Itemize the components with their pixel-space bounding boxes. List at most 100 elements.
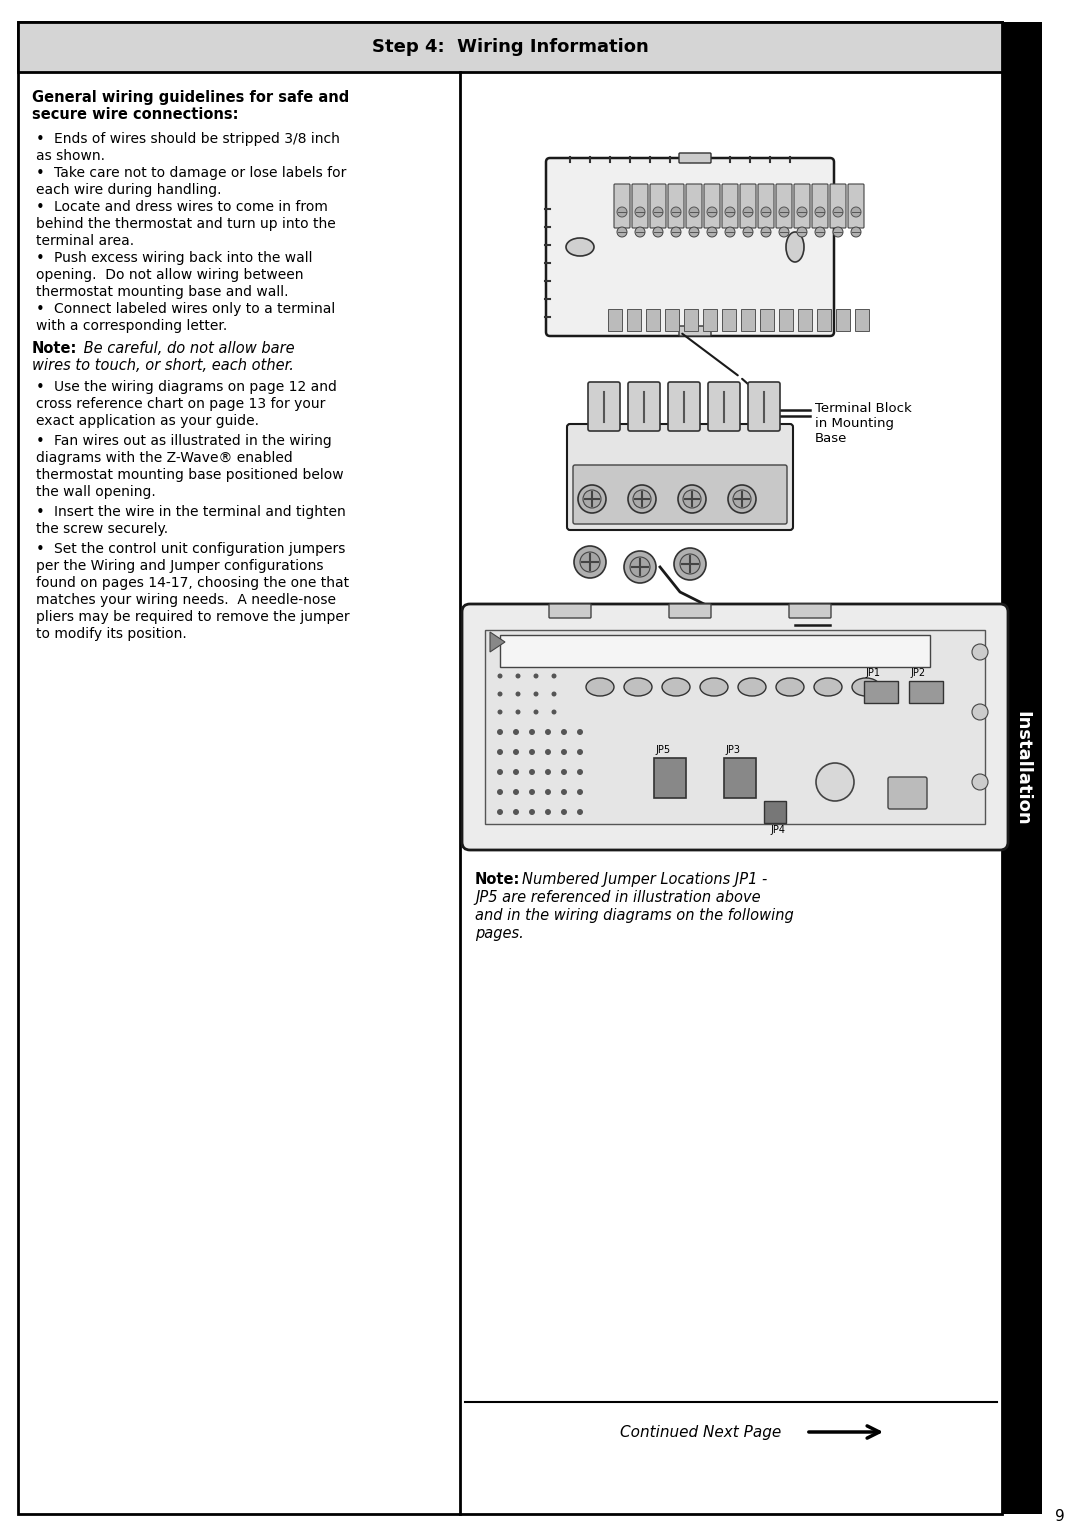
- Circle shape: [529, 769, 535, 775]
- Circle shape: [545, 789, 551, 795]
- FancyBboxPatch shape: [588, 381, 620, 430]
- Circle shape: [497, 809, 503, 815]
- FancyBboxPatch shape: [794, 184, 810, 228]
- Text: found on pages 14-17, choosing the one that: found on pages 14-17, choosing the one t…: [36, 576, 349, 590]
- Circle shape: [513, 729, 519, 735]
- Text: Terminal Block
in Mounting
Base: Terminal Block in Mounting Base: [815, 401, 912, 444]
- Circle shape: [972, 643, 988, 660]
- Text: JP5: JP5: [654, 745, 670, 755]
- Circle shape: [635, 207, 645, 218]
- Text: Insert the wire in the terminal and tighten: Insert the wire in the terminal and tigh…: [54, 506, 346, 519]
- Polygon shape: [490, 633, 505, 653]
- Circle shape: [561, 809, 567, 815]
- FancyBboxPatch shape: [627, 381, 660, 430]
- FancyBboxPatch shape: [758, 184, 774, 228]
- Circle shape: [633, 490, 651, 509]
- Text: exact application as your guide.: exact application as your guide.: [36, 414, 259, 427]
- Text: JP3: JP3: [725, 745, 740, 755]
- Text: General wiring guidelines for safe and: General wiring guidelines for safe and: [32, 90, 349, 106]
- Text: opening.  Do not allow wiring between: opening. Do not allow wiring between: [36, 268, 303, 282]
- Circle shape: [497, 729, 503, 735]
- Text: thermostat mounting base and wall.: thermostat mounting base and wall.: [36, 285, 288, 299]
- Circle shape: [545, 729, 551, 735]
- FancyBboxPatch shape: [724, 758, 756, 798]
- Circle shape: [545, 769, 551, 775]
- Circle shape: [580, 552, 600, 571]
- Circle shape: [552, 691, 556, 697]
- Circle shape: [561, 769, 567, 775]
- FancyBboxPatch shape: [665, 309, 679, 331]
- FancyBboxPatch shape: [654, 758, 686, 798]
- Ellipse shape: [852, 679, 880, 696]
- Circle shape: [779, 227, 789, 237]
- Circle shape: [515, 691, 521, 697]
- Ellipse shape: [700, 679, 728, 696]
- Circle shape: [617, 207, 627, 218]
- Text: pages.: pages.: [475, 925, 524, 941]
- Text: •: •: [36, 434, 44, 449]
- Circle shape: [529, 749, 535, 755]
- Ellipse shape: [786, 231, 804, 262]
- FancyBboxPatch shape: [608, 309, 622, 331]
- Text: Note:: Note:: [32, 342, 78, 355]
- Text: behind the thermostat and turn up into the: behind the thermostat and turn up into t…: [36, 218, 336, 231]
- Text: JP4: JP4: [770, 826, 785, 835]
- Circle shape: [497, 749, 503, 755]
- FancyBboxPatch shape: [741, 309, 755, 331]
- FancyBboxPatch shape: [549, 604, 591, 617]
- Text: •: •: [36, 165, 44, 181]
- FancyBboxPatch shape: [650, 184, 666, 228]
- Circle shape: [577, 809, 583, 815]
- FancyBboxPatch shape: [864, 682, 897, 703]
- Circle shape: [728, 486, 756, 513]
- Text: as shown.: as shown.: [36, 149, 105, 162]
- Circle shape: [743, 227, 753, 237]
- FancyBboxPatch shape: [855, 309, 869, 331]
- Circle shape: [851, 207, 861, 218]
- Circle shape: [743, 207, 753, 218]
- Text: Locate and dress wires to come in from: Locate and dress wires to come in from: [54, 201, 328, 214]
- FancyBboxPatch shape: [723, 309, 735, 331]
- FancyBboxPatch shape: [704, 184, 720, 228]
- Circle shape: [534, 674, 539, 679]
- Circle shape: [617, 227, 627, 237]
- FancyBboxPatch shape: [632, 184, 648, 228]
- FancyBboxPatch shape: [686, 184, 702, 228]
- FancyBboxPatch shape: [679, 153, 711, 162]
- Circle shape: [573, 545, 606, 578]
- Circle shape: [833, 207, 843, 218]
- Circle shape: [815, 227, 825, 237]
- Circle shape: [671, 207, 681, 218]
- FancyBboxPatch shape: [646, 309, 660, 331]
- FancyBboxPatch shape: [779, 309, 793, 331]
- FancyBboxPatch shape: [669, 381, 700, 430]
- FancyBboxPatch shape: [679, 326, 711, 336]
- Text: thermostat mounting base positioned below: thermostat mounting base positioned belo…: [36, 467, 343, 483]
- Circle shape: [761, 207, 771, 218]
- FancyBboxPatch shape: [816, 309, 831, 331]
- Text: wires to touch, or short, each other.: wires to touch, or short, each other.: [32, 358, 294, 372]
- Text: Ends of wires should be stripped 3/8 inch: Ends of wires should be stripped 3/8 inc…: [54, 132, 340, 146]
- Ellipse shape: [566, 237, 594, 256]
- Bar: [1002, 21, 1042, 1514]
- Circle shape: [515, 709, 521, 714]
- Circle shape: [653, 207, 663, 218]
- FancyBboxPatch shape: [708, 381, 740, 430]
- Text: terminal area.: terminal area.: [36, 234, 134, 248]
- Circle shape: [534, 709, 539, 714]
- FancyBboxPatch shape: [812, 184, 828, 228]
- Circle shape: [534, 691, 539, 697]
- Circle shape: [972, 705, 988, 720]
- Circle shape: [577, 789, 583, 795]
- FancyBboxPatch shape: [760, 309, 774, 331]
- Text: 9: 9: [1055, 1509, 1065, 1524]
- Circle shape: [513, 769, 519, 775]
- Text: Note:: Note:: [475, 872, 521, 887]
- Text: Fan wires out as illustrated in the wiring: Fan wires out as illustrated in the wiri…: [54, 434, 332, 447]
- Text: •: •: [36, 542, 44, 558]
- Text: Numbered Jumper Locations JP1 -: Numbered Jumper Locations JP1 -: [522, 872, 767, 887]
- Circle shape: [552, 709, 556, 714]
- Circle shape: [497, 789, 503, 795]
- Circle shape: [683, 490, 701, 509]
- Circle shape: [513, 789, 519, 795]
